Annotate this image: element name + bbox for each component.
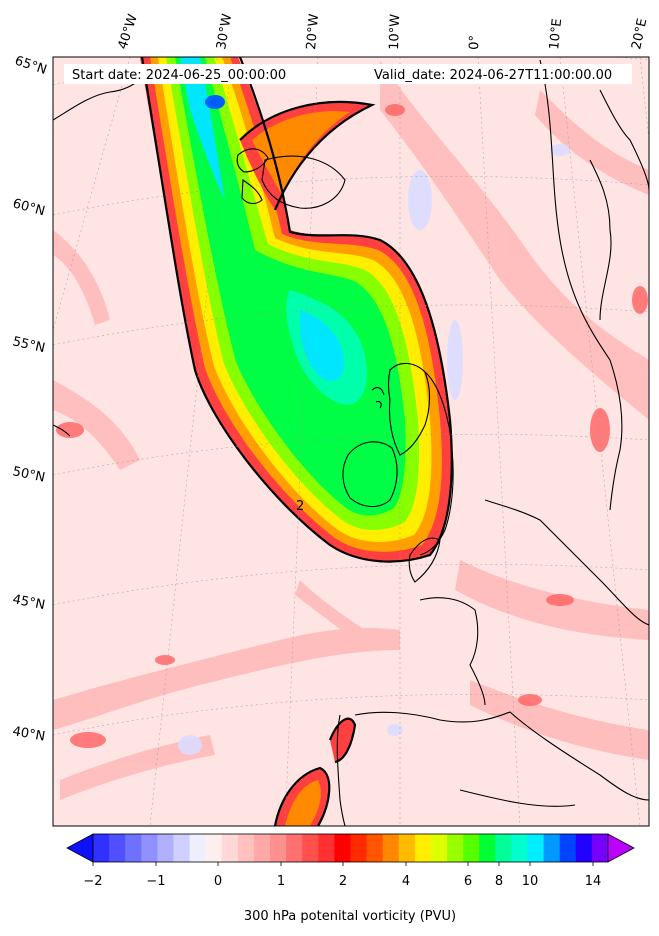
lat-label-40n: 40°N — [11, 724, 46, 744]
pv-field-low-bluish — [178, 144, 570, 755]
colorbar-cell — [205, 834, 223, 862]
colorbar-tick-label: 8 — [495, 874, 503, 889]
colorbar-tick-label: −1 — [146, 874, 165, 889]
lat-label-65n: 65°N — [13, 54, 49, 78]
colorbar-cell — [157, 834, 174, 862]
contour-value-label: 2 — [296, 499, 304, 514]
colorbar-cell — [463, 834, 480, 862]
lon-label-20e: 20°E — [629, 17, 650, 51]
colorbar-cell — [398, 834, 416, 862]
colorbar-cell — [350, 834, 368, 862]
colorbar-cell — [447, 834, 464, 862]
colorbar-cell — [334, 834, 351, 862]
colorbar-cell — [366, 834, 384, 862]
colorbar-tick-label: 10 — [522, 874, 539, 889]
colorbar-tick-label: 0 — [214, 874, 222, 889]
colorbar-frame — [92, 833, 609, 863]
graticule — [53, 57, 649, 826]
colorbar-cell — [559, 834, 577, 862]
coastlines — [53, 59, 649, 826]
colorbar-cell — [286, 834, 303, 862]
colorbar-cell — [527, 834, 545, 862]
colorbar-cell — [302, 834, 319, 862]
latitude-labels: 65°N 60°N 55°N 50°N 45°N 40°N — [11, 54, 49, 745]
lon-label-10e: 10°E — [547, 18, 565, 51]
map-frame — [52, 56, 650, 827]
map-panel: 2 — [52, 56, 650, 827]
colorbar-cell — [221, 834, 239, 862]
colorbar-cell — [270, 834, 287, 862]
colorbar-extend-min — [66, 833, 94, 863]
colorbar-cell — [189, 834, 207, 862]
colorbar-cell — [109, 834, 126, 862]
colorbar-cell — [591, 834, 609, 862]
colorbar-title: 300 hPa potenital vorticity (PVU) — [244, 909, 456, 924]
colorbar-ticks — [92, 862, 594, 866]
colorbar-tick-label: −2 — [83, 874, 102, 889]
colorbar-cell — [141, 834, 158, 862]
colorbar-tick-label: 2 — [339, 874, 347, 889]
pv-streamer — [140, 57, 452, 562]
colorbar-cell — [543, 834, 561, 862]
lat-label-45n: 45°N — [11, 592, 46, 613]
colorbar-cell — [173, 834, 191, 862]
lon-label-10w: 10°W — [387, 14, 403, 51]
colorbar-cell — [575, 834, 593, 862]
colorbar-cell — [125, 834, 142, 862]
lon-label-20w: 20°W — [304, 13, 322, 50]
lon-label-30w: 30°W — [214, 13, 235, 51]
lat-label-55n: 55°N — [11, 334, 46, 356]
header-box — [64, 64, 632, 84]
colorbar-tick-label: 1 — [277, 874, 285, 889]
colorbar-extend-max — [607, 833, 635, 863]
colorbar-cell — [237, 834, 255, 862]
lat-label-60n: 60°N — [11, 196, 47, 219]
colorbar-cell — [253, 834, 271, 862]
colorbar-tick-label: 14 — [585, 874, 602, 889]
valid-date-label: Valid_date: 2024-06-27T11:00:00.00 — [374, 68, 612, 83]
colorbar-cell — [382, 834, 400, 862]
colorbar-tick-label: 4 — [402, 874, 410, 889]
colorbar-cell — [414, 834, 432, 862]
colorbar-cell — [430, 834, 448, 862]
colorbar-cell — [93, 834, 110, 862]
lat-label-50n: 50°N — [11, 464, 46, 485]
colorbar-cell — [495, 834, 512, 862]
colorbar: −2 −1 0 1 2 4 6 8 10 14 300 hPa potenita… — [66, 833, 635, 924]
colorbar-cells — [66, 833, 635, 863]
longitude-labels: 40°W 30°W 20°W 10°W 0° 10°E 20°E — [116, 12, 651, 51]
start-date-label: Start date: 2024-06-25_00:00:00 — [72, 68, 286, 83]
colorbar-cell — [511, 834, 529, 862]
pv-2-contour — [140, 57, 453, 826]
lon-label-0: 0° — [467, 35, 483, 50]
colorbar-cell — [318, 834, 335, 862]
lon-label-40w: 40°W — [116, 12, 141, 51]
colorbar-tick-label: 6 — [464, 874, 472, 889]
colorbar-cell — [479, 834, 496, 862]
